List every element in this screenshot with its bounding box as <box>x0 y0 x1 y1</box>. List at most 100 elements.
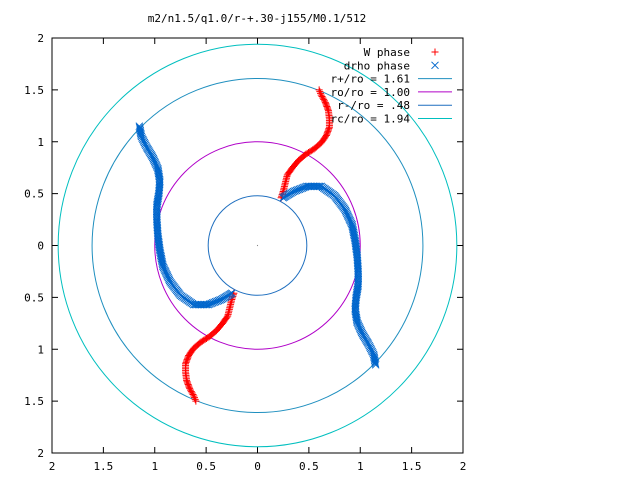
drho-phase-point <box>153 195 162 204</box>
x-tick-label: 1 <box>151 460 158 473</box>
drho-phase-point <box>157 256 166 264</box>
circle-r+ro <box>91 77 424 414</box>
drho-phase-point <box>158 257 166 266</box>
drho-phase-point <box>353 287 362 296</box>
y-tick-label: 2 <box>37 32 44 45</box>
w-phase-point <box>190 392 198 400</box>
drho-phase-point <box>349 227 358 235</box>
w-phase-point <box>318 93 326 101</box>
drho-phase-point <box>227 289 236 298</box>
w-phase-point <box>315 86 323 94</box>
w-phase-point <box>187 388 195 396</box>
legend-label: ro/ro = 1.00 <box>331 86 410 99</box>
drho-phase-point <box>156 246 164 255</box>
y-tick-label: 1.5 <box>24 395 44 408</box>
center-point <box>256 244 259 247</box>
drho-phase-point <box>154 191 163 200</box>
legend-label: rc/ro = 1.94 <box>331 113 411 126</box>
w-phase-point <box>189 390 197 398</box>
y-tick-label: 1 <box>37 136 44 149</box>
w-phase-point <box>183 378 191 386</box>
drho-phase-point <box>157 253 165 261</box>
drho-phase-point <box>348 224 357 232</box>
y-tick-label: 2 <box>37 447 44 460</box>
drho-phase-point <box>353 285 362 294</box>
legend-marker-sample <box>431 48 439 56</box>
w-phase-point <box>320 97 328 105</box>
drho-phase-point <box>351 239 360 248</box>
drho-phase-point <box>348 222 357 231</box>
w-phase-point <box>187 386 195 394</box>
drho-phase-point <box>352 315 361 324</box>
drho-phase-point <box>352 290 361 299</box>
w-phase-point <box>320 95 328 103</box>
drho-phase-point <box>352 291 361 300</box>
drho-phase-point <box>353 319 362 328</box>
w-phase-point <box>319 94 327 102</box>
axes: 2 1.5 1 0.5 0 0.5 1 1.5 221.510.500.511.52 <box>24 32 466 473</box>
drho-phase-point <box>155 243 164 252</box>
drho-phase-point <box>153 164 162 173</box>
drho-phase-point <box>153 163 162 172</box>
y-tick-label: 0.5 <box>24 188 44 201</box>
drho-phase-point <box>350 231 359 240</box>
drho-phase-point <box>154 194 162 203</box>
w-phase-point <box>317 91 325 99</box>
drho-phase-point <box>349 228 358 237</box>
w-phase-point <box>284 170 292 178</box>
legend-marker-sample <box>431 61 439 70</box>
drho-phase-point <box>155 172 163 181</box>
drho-phase-point <box>155 171 163 179</box>
x-tick-label: 0.5 <box>299 460 319 473</box>
drho-phase-point <box>349 225 357 234</box>
drho-phase-point <box>352 313 361 322</box>
w-phase-point <box>188 389 196 397</box>
x-tick-label: 1.5 <box>93 460 113 473</box>
y-tick-label: 0.5 <box>24 291 44 304</box>
x-tick-label: 2 <box>49 460 56 473</box>
x-tick-label: 2 <box>460 460 467 473</box>
drho-phase-point <box>157 254 166 263</box>
legend-label: r+/ro = 1.61 <box>331 73 410 86</box>
w-phase-point <box>191 395 199 403</box>
drho-phase-point <box>350 234 359 243</box>
circle-roro <box>154 141 361 350</box>
circle-rcro <box>57 43 458 448</box>
drho-phase-point <box>353 288 361 297</box>
drho-phase-point <box>154 169 163 178</box>
drho-phase-point <box>202 300 211 309</box>
x-tick-label: 1 <box>357 460 364 473</box>
drho-phase-series <box>135 122 380 369</box>
drho-phase-point <box>156 251 165 260</box>
y-tick-label: 0 <box>37 240 44 253</box>
x-tick-label: 0.5 <box>196 460 216 473</box>
drho-phase-point <box>136 129 145 138</box>
w-phase-point <box>317 89 325 97</box>
w-phase-point <box>192 397 200 405</box>
x-tick-label: 1.5 <box>402 460 422 473</box>
drho-phase-point <box>155 245 164 253</box>
drho-phase-point <box>353 316 361 325</box>
legend-label: W phase <box>364 46 410 59</box>
drho-phase-point <box>154 166 162 175</box>
w-phase-point <box>223 313 231 321</box>
legend-label: drho phase <box>344 59 410 72</box>
drho-phase-point <box>351 238 360 246</box>
y-tick-label: 1 <box>37 343 44 356</box>
drho-phase-point <box>279 193 288 202</box>
drho-phase-point <box>156 249 165 258</box>
drho-phase-point <box>155 189 163 198</box>
w-phase-point <box>316 88 324 96</box>
drho-phase-point <box>304 182 313 191</box>
drho-phase-point <box>351 236 359 245</box>
drho-phase-point <box>352 310 360 319</box>
drho-phase-point <box>158 259 167 267</box>
w-phase-point <box>324 105 332 113</box>
chart-title: m2/n1.5/q1.0/r-+.30-j155/M0.1/512 <box>148 12 367 25</box>
drho-phase-point <box>350 233 359 242</box>
legend-label: r-/ro = .48 <box>337 99 410 112</box>
phase-markers <box>135 86 380 405</box>
drho-phase-point <box>158 260 167 269</box>
